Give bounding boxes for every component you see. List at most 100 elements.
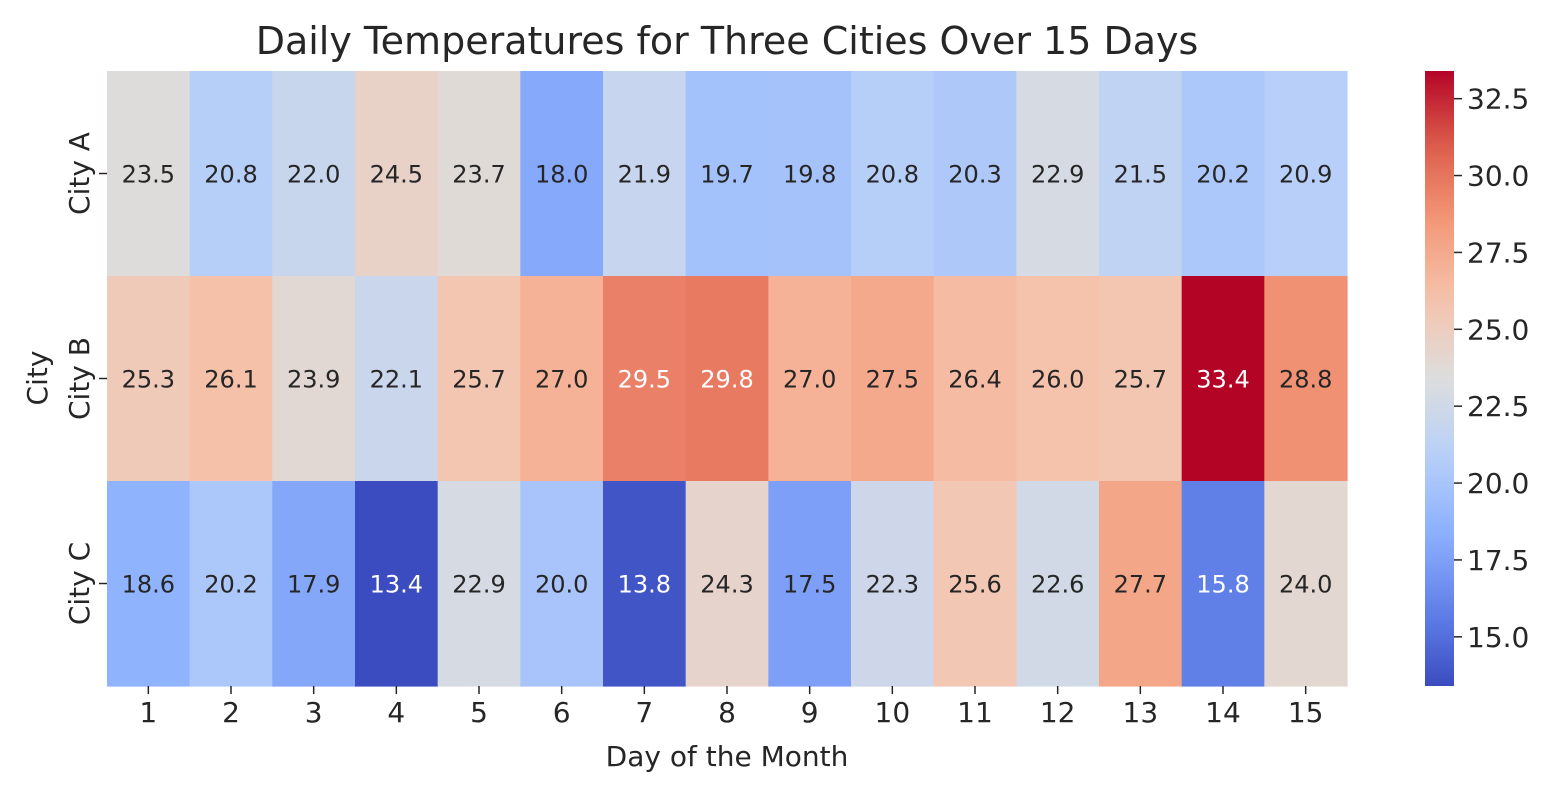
heatmap-cell	[851, 71, 935, 277]
heatmap-cell	[1016, 71, 1100, 277]
x-tick-label: 1	[139, 696, 157, 729]
cell-value-label: 25.7	[1114, 366, 1167, 394]
colorbar: 15.0 17.5 20.0 22.5 25.0 27.5 30.0 32.5	[1425, 71, 1529, 686]
x-tick-label: 13	[1123, 696, 1159, 729]
cell-value-label: 26.0	[1031, 366, 1084, 394]
cell-value-label: 25.7	[452, 366, 505, 394]
cell-value-label: 20.9	[1279, 161, 1332, 189]
y-tick-label: City A	[63, 132, 96, 215]
cell-value-label: 25.6	[948, 571, 1001, 599]
heatmap-cell	[1264, 71, 1348, 277]
heatmap-cell	[1016, 481, 1100, 687]
heatmap-cell	[768, 276, 852, 482]
cell-value-label: 27.5	[866, 366, 919, 394]
heatmap-cell	[685, 71, 769, 277]
cell-value-label: 29.8	[700, 366, 753, 394]
heatmap-cells	[107, 71, 1348, 687]
cell-value-label: 22.0	[287, 161, 340, 189]
colorbar-tick-label: 27.5	[1467, 236, 1529, 269]
colorbar-tick-label: 25.0	[1467, 313, 1529, 346]
cell-value-label: 19.7	[700, 161, 753, 189]
heatmap-cell	[272, 481, 356, 687]
heatmap-cell	[355, 71, 439, 277]
cell-value-label: 20.2	[1196, 161, 1249, 189]
cell-value-label: 19.8	[783, 161, 836, 189]
x-tick-label: 6	[553, 696, 571, 729]
colorbar-tick-label: 17.5	[1467, 544, 1529, 577]
heatmap-cell	[272, 71, 356, 277]
heatmap-cell	[851, 276, 935, 482]
cell-value-label: 22.9	[452, 571, 505, 599]
heatmap-cell	[272, 276, 356, 482]
heatmap-cell	[437, 481, 521, 687]
cell-value-label: 13.8	[618, 571, 671, 599]
colorbar-tick-label: 30.0	[1467, 160, 1529, 193]
colorbar-tick-label: 15.0	[1467, 621, 1529, 654]
cell-value-label: 27.0	[783, 366, 836, 394]
cell-labels: 23.5 20.8 22.0 24.5 23.7 18.0 21.9 19.7 19.8 20.8…	[122, 161, 1333, 599]
y-tick-label: City C	[63, 542, 96, 625]
colorbar-ticks: 15.0 17.5 20.0 22.5 25.0 27.5 30.0 32.5	[1454, 83, 1529, 654]
heatmap-cell	[189, 481, 273, 687]
heatmap-cell	[107, 276, 191, 482]
heatmap-cell	[107, 71, 191, 277]
cell-value-label: 20.8	[866, 161, 919, 189]
cell-value-label: 17.5	[783, 571, 836, 599]
heatmap-cell	[1181, 71, 1265, 277]
y-axis-ticks: City A City B City C	[63, 132, 107, 625]
cell-value-label: 13.4	[370, 571, 423, 599]
cell-value-label: 20.2	[204, 571, 257, 599]
cell-value-label: 33.4	[1196, 366, 1249, 394]
colorbar-tick-label: 20.0	[1467, 467, 1529, 500]
x-tick-label: 14	[1205, 696, 1241, 729]
y-axis-label: City	[21, 351, 54, 406]
heatmap-cell	[189, 71, 273, 277]
heatmap-cell	[933, 481, 1017, 687]
heatmap-cell	[768, 481, 852, 687]
heatmap-cell	[603, 276, 687, 482]
heatmap-cell	[768, 71, 852, 277]
heatmap-cell	[1181, 481, 1265, 687]
heatmap-cell	[437, 71, 521, 277]
heatmap-cell	[1016, 276, 1100, 482]
colorbar-tick-label: 32.5	[1467, 83, 1529, 116]
cell-value-label: 27.0	[535, 366, 588, 394]
cell-value-label: 22.1	[370, 366, 423, 394]
heatmap-cell	[1181, 276, 1265, 482]
cell-value-label: 22.9	[1031, 161, 1084, 189]
cell-value-label: 21.9	[618, 161, 671, 189]
heatmap-cell	[520, 276, 604, 482]
cell-value-label: 18.6	[122, 571, 175, 599]
cell-value-label: 29.5	[618, 366, 671, 394]
heatmap-cell	[189, 276, 273, 482]
x-tick-label: 4	[387, 696, 405, 729]
cell-value-label: 20.3	[948, 161, 1001, 189]
x-tick-label: 11	[957, 696, 993, 729]
heatmap-cell	[685, 276, 769, 482]
cell-value-label: 23.9	[287, 366, 340, 394]
y-tick-label: City B	[63, 337, 96, 420]
x-tick-label: 9	[801, 696, 819, 729]
heatmap-cell	[1264, 276, 1348, 482]
heatmap-cell	[107, 481, 191, 687]
cell-value-label: 22.3	[866, 571, 919, 599]
heatmap-cell	[685, 481, 769, 687]
heatmap-cell	[520, 71, 604, 277]
cell-value-label: 23.7	[452, 161, 505, 189]
x-axis-label: Day of the Month	[606, 740, 849, 773]
x-tick-label: 7	[635, 696, 653, 729]
x-tick-label: 5	[470, 696, 488, 729]
heatmap-cell	[1099, 71, 1183, 277]
chart-title: Daily Temperatures for Three Cities Over…	[256, 19, 1199, 63]
heatmap-cell	[520, 481, 604, 687]
cell-value-label: 23.5	[122, 161, 175, 189]
cell-value-label: 20.0	[535, 571, 588, 599]
cell-value-label: 27.7	[1114, 571, 1167, 599]
cell-value-label: 28.8	[1279, 366, 1332, 394]
heatmap-cell	[851, 481, 935, 687]
x-tick-label: 2	[222, 696, 240, 729]
heatmap-cell	[437, 276, 521, 482]
heatmap-cell	[355, 276, 439, 482]
colorbar-gradient	[1425, 71, 1454, 686]
